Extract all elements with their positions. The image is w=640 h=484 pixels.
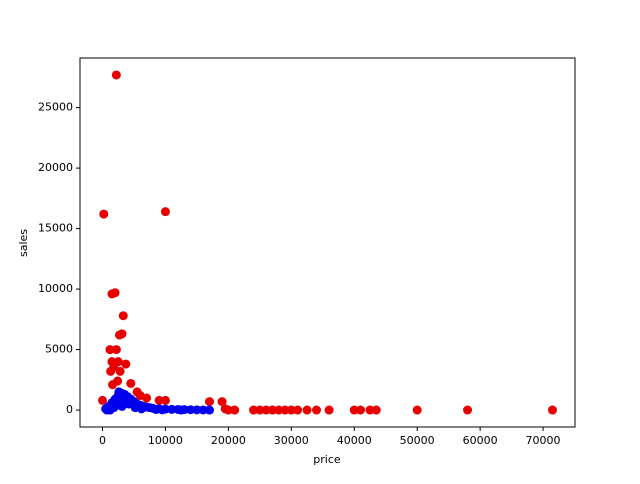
point <box>111 345 121 355</box>
point <box>349 405 359 415</box>
point <box>160 395 170 405</box>
point <box>412 405 422 415</box>
point <box>157 405 167 415</box>
point <box>114 387 124 397</box>
point <box>113 357 123 367</box>
y-tick-label: 10000 <box>38 282 73 295</box>
point <box>160 207 170 217</box>
y-axis-label: sales <box>17 229 30 257</box>
x-tick-label: 20000 <box>211 434 246 447</box>
point <box>255 405 265 415</box>
point <box>280 405 290 415</box>
point <box>117 329 127 339</box>
x-tick-label: 30000 <box>274 434 309 447</box>
point <box>118 311 128 321</box>
x-tick-label: 0 <box>99 434 106 447</box>
point <box>223 405 233 415</box>
point <box>286 405 296 415</box>
plot-frame <box>79 57 576 428</box>
point <box>249 405 259 415</box>
point <box>106 366 116 376</box>
y-tick-label: 5000 <box>45 343 73 356</box>
point <box>548 405 557 415</box>
point <box>126 378 136 388</box>
point <box>204 397 214 407</box>
point <box>198 405 208 415</box>
x-axis-label: price <box>313 453 341 466</box>
point <box>167 404 177 414</box>
point <box>176 405 186 415</box>
point <box>293 405 303 415</box>
point <box>371 405 381 415</box>
point <box>113 376 123 386</box>
point <box>102 405 112 415</box>
point <box>186 405 196 415</box>
point <box>192 405 202 415</box>
point <box>111 70 121 80</box>
point <box>105 345 115 355</box>
point <box>204 405 214 415</box>
point <box>365 405 375 415</box>
point <box>142 393 152 403</box>
point <box>110 288 120 298</box>
point <box>302 405 312 415</box>
x-tick-label: 10000 <box>148 434 183 447</box>
y-tick-label: 15000 <box>38 222 73 235</box>
x-tick-label: 40000 <box>337 434 372 447</box>
x-tick-label: 60000 <box>463 434 498 447</box>
point <box>137 404 147 414</box>
x-tick-label: 50000 <box>400 434 435 447</box>
point <box>267 405 277 415</box>
point <box>121 359 131 369</box>
point <box>311 405 321 415</box>
y-tick-label: 25000 <box>38 101 73 114</box>
point <box>463 405 473 415</box>
point <box>324 405 334 415</box>
point <box>217 397 227 407</box>
point <box>274 405 284 415</box>
point <box>115 366 125 376</box>
point <box>230 405 240 415</box>
point <box>117 401 127 411</box>
point <box>98 395 107 405</box>
point <box>99 209 109 219</box>
point <box>154 395 164 405</box>
x-tick-label: 70000 <box>526 434 561 447</box>
point <box>261 405 271 415</box>
y-tick-label: 0 <box>66 403 73 416</box>
point <box>356 405 366 415</box>
y-tick-label: 20000 <box>38 161 73 174</box>
